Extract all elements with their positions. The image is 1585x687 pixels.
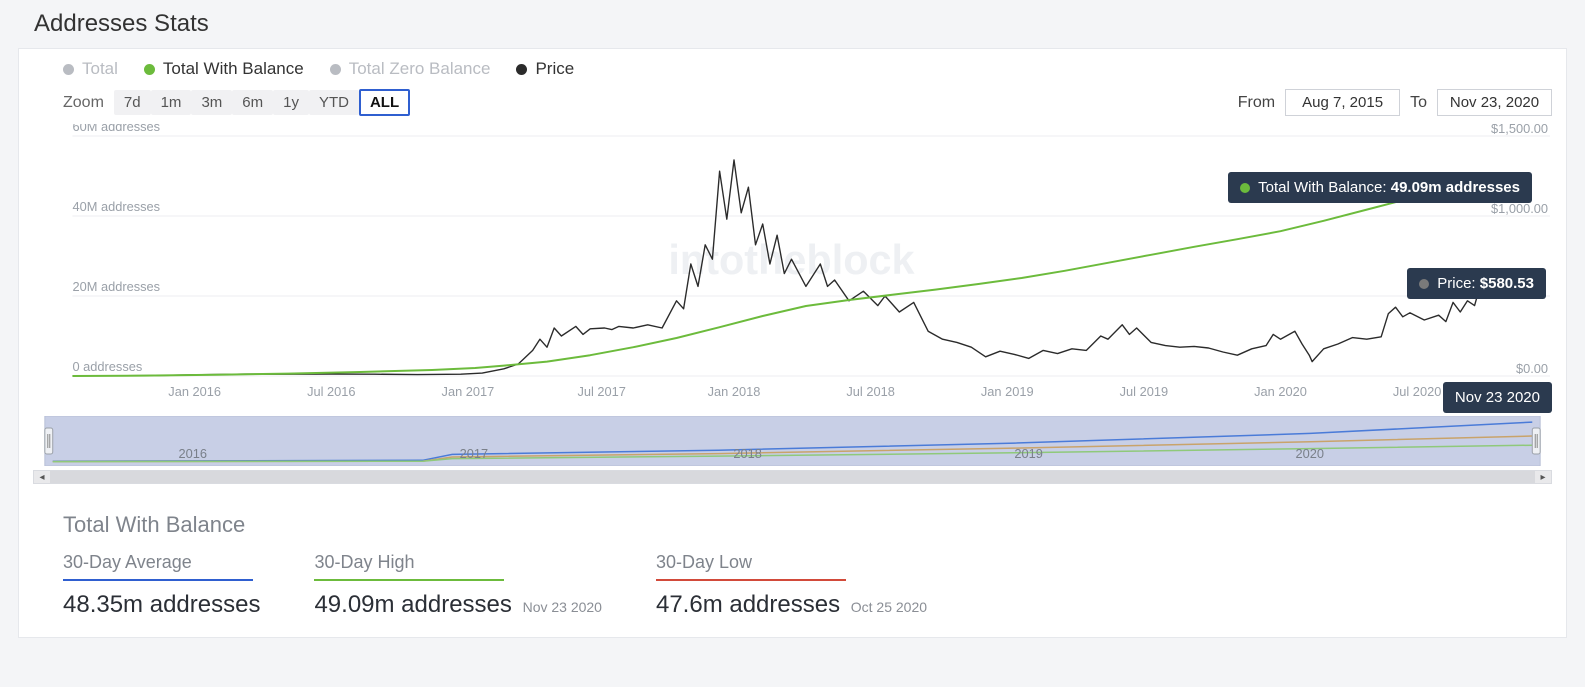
- stat-label: 30-Day High: [314, 552, 504, 581]
- navigator-svg: 2016 2017 2018 2019 2020: [33, 416, 1552, 466]
- tooltip-price-dot: [1419, 279, 1429, 289]
- svg-text:Jul 2020: Jul 2020: [1393, 384, 1441, 399]
- legend-dot-icon: [144, 64, 155, 75]
- legend-dot-icon: [63, 64, 74, 75]
- svg-text:Jul 2019: Jul 2019: [1120, 384, 1168, 399]
- zoom-label: Zoom: [63, 94, 104, 112]
- tooltip-date: Nov 23 2020: [1443, 382, 1552, 413]
- svg-text:Jan 2019: Jan 2019: [981, 384, 1034, 399]
- zoom-button-3m[interactable]: 3m: [191, 90, 232, 115]
- legend-item[interactable]: Total Zero Balance: [330, 59, 491, 79]
- main-chart[interactable]: 0 addresses 20M addresses 40M addresses 60M…: [33, 124, 1552, 410]
- from-date-input[interactable]: [1285, 89, 1400, 116]
- stat-value: 48.35m addresses: [63, 591, 260, 619]
- legend-label: Total Zero Balance: [349, 59, 491, 79]
- stat-label: 30-Day Average: [63, 552, 253, 581]
- legend-label: Total: [82, 59, 118, 79]
- svg-text:2016: 2016: [178, 446, 207, 461]
- zoom-button-all[interactable]: ALL: [359, 89, 410, 116]
- navigator-scrollbar[interactable]: ◂ ▸: [33, 470, 1552, 484]
- legend-item[interactable]: Total: [63, 59, 118, 79]
- to-date-input[interactable]: [1437, 89, 1552, 116]
- from-label: From: [1238, 94, 1275, 112]
- tooltip-balance: Total With Balance: 49.09m addresses: [1228, 172, 1532, 203]
- tooltip-date-value: Nov 23 2020: [1455, 389, 1540, 406]
- tooltip-balance-label: Total With Balance:: [1258, 179, 1391, 196]
- stat-value: 47.6m addresses Oct 25 2020: [656, 591, 927, 619]
- svg-text:Jan 2018: Jan 2018: [708, 384, 761, 399]
- svg-text:Jan 2020: Jan 2020: [1254, 384, 1307, 399]
- page-title: Addresses Stats: [8, 6, 1577, 48]
- stats-section: Total With Balance 30-Day Average 48.35m…: [33, 484, 1552, 637]
- zoom-button-1y[interactable]: 1y: [273, 90, 309, 115]
- legend-item[interactable]: Price: [516, 59, 574, 79]
- svg-text:2019: 2019: [1014, 446, 1043, 461]
- svg-text:Jan 2017: Jan 2017: [442, 384, 495, 399]
- stats-row: 30-Day Average 48.35m addresses 30-Day Hi…: [63, 552, 1552, 619]
- svg-text:40M addresses: 40M addresses: [72, 199, 160, 214]
- chart-svg: 0 addresses 20M addresses 40M addresses 60M…: [33, 124, 1552, 410]
- page-root: Addresses Stats TotalTotal With BalanceT…: [0, 0, 1585, 648]
- legend-dot-icon: [516, 64, 527, 75]
- scroll-track[interactable]: [50, 471, 1535, 483]
- svg-text:Jul 2017: Jul 2017: [577, 384, 625, 399]
- svg-text:60M addresses: 60M addresses: [72, 124, 160, 134]
- zoom-button-ytd[interactable]: YTD: [309, 90, 359, 115]
- zoom-button-1m[interactable]: 1m: [151, 90, 192, 115]
- svg-text:0 addresses: 0 addresses: [72, 359, 142, 374]
- svg-text:Jul 2018: Jul 2018: [846, 384, 894, 399]
- stat-label: 30-Day Low: [656, 552, 846, 581]
- zoom-controls: Zoom 7d1m3m6m1yYTDALL: [63, 89, 410, 116]
- svg-text:Jan 2016: Jan 2016: [168, 384, 221, 399]
- tooltip-price: Price: $580.53: [1407, 268, 1546, 299]
- legend-item[interactable]: Total With Balance: [144, 59, 304, 79]
- tooltip-price-label: Price:: [1437, 275, 1480, 292]
- svg-text:2017: 2017: [460, 446, 489, 461]
- tooltip-balance-value: 49.09m addresses: [1391, 179, 1520, 196]
- tooltip-price-value: $580.53: [1480, 275, 1534, 292]
- svg-text:2020: 2020: [1296, 446, 1325, 461]
- stat-value: 49.09m addresses Nov 23 2020: [314, 591, 602, 619]
- stat-item: 30-Day Average 48.35m addresses: [63, 552, 260, 619]
- svg-text:20M addresses: 20M addresses: [72, 279, 160, 294]
- legend-dot-icon: [330, 64, 341, 75]
- stats-title: Total With Balance: [63, 512, 1552, 538]
- svg-text:Jul 2016: Jul 2016: [307, 384, 355, 399]
- navigator[interactable]: 2016 2017 2018 2019 2020 ◂ ▸: [33, 416, 1552, 484]
- to-label: To: [1410, 94, 1427, 112]
- zoom-button-7d[interactable]: 7d: [114, 90, 151, 115]
- svg-text:2018: 2018: [733, 446, 762, 461]
- svg-text:$1,000.00: $1,000.00: [1491, 201, 1548, 216]
- svg-text:$1,500.00: $1,500.00: [1491, 124, 1548, 136]
- controls-row: Zoom 7d1m3m6m1yYTDALL From To: [33, 89, 1552, 124]
- stat-item: 30-Day High 49.09m addresses Nov 23 2020: [314, 552, 602, 619]
- svg-text:$0.00: $0.00: [1516, 361, 1548, 376]
- stat-item: 30-Day Low 47.6m addresses Oct 25 2020: [656, 552, 927, 619]
- chart-card: Total Total With Balance Total Zero Balanc…: [18, 48, 1567, 638]
- zoom-button-6m[interactable]: 6m: [232, 90, 273, 115]
- legend: Total Total With Balance Total Zero Balanc…: [33, 59, 1552, 89]
- scroll-left-icon[interactable]: ◂: [34, 471, 50, 483]
- date-range: From To: [1238, 89, 1552, 116]
- legend-label: Total With Balance: [163, 59, 304, 79]
- scroll-right-icon[interactable]: ▸: [1535, 471, 1551, 483]
- legend-label: Price: [535, 59, 574, 79]
- tooltip-balance-dot: [1240, 183, 1250, 193]
